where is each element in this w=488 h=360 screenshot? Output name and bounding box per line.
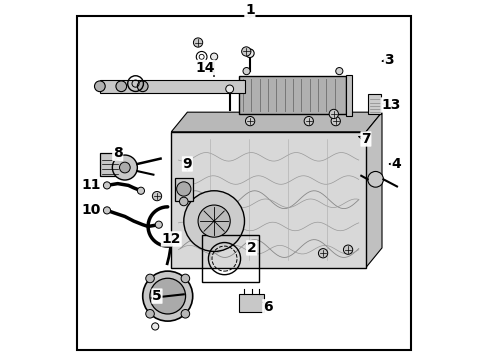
Circle shape (181, 274, 189, 283)
Text: 10: 10 (81, 203, 101, 217)
Circle shape (119, 162, 130, 173)
Text: 11: 11 (81, 179, 101, 192)
Text: 4: 4 (390, 157, 400, 171)
Bar (239, 294, 264, 312)
Bar (175, 178, 192, 202)
Circle shape (103, 182, 110, 189)
Circle shape (145, 310, 154, 318)
Circle shape (142, 271, 192, 321)
Circle shape (335, 68, 342, 75)
Circle shape (328, 109, 338, 118)
Circle shape (243, 68, 250, 75)
Circle shape (330, 117, 340, 126)
Bar (100, 153, 119, 176)
Text: 6: 6 (263, 300, 272, 314)
Circle shape (112, 155, 137, 180)
Bar (100, 80, 244, 93)
Circle shape (179, 197, 188, 206)
Circle shape (116, 81, 126, 92)
Circle shape (155, 221, 162, 228)
Circle shape (193, 38, 203, 47)
Text: 12: 12 (161, 232, 181, 246)
Circle shape (137, 187, 144, 194)
Circle shape (103, 207, 110, 214)
Circle shape (149, 278, 185, 314)
Circle shape (343, 245, 352, 254)
Text: 3: 3 (384, 53, 393, 67)
Circle shape (137, 81, 148, 92)
Circle shape (210, 53, 217, 60)
Text: 8: 8 (113, 146, 122, 160)
Circle shape (94, 81, 105, 92)
Text: 9: 9 (182, 157, 192, 171)
Circle shape (181, 310, 189, 318)
Text: 2: 2 (246, 241, 256, 255)
Circle shape (183, 191, 244, 252)
Circle shape (145, 274, 154, 283)
Polygon shape (365, 112, 381, 267)
Circle shape (152, 192, 162, 201)
Circle shape (245, 117, 254, 126)
Bar (171, 132, 365, 267)
Circle shape (304, 117, 313, 126)
Bar (367, 94, 381, 114)
Bar (239, 76, 346, 114)
Circle shape (198, 205, 230, 237)
Polygon shape (171, 112, 381, 132)
Circle shape (176, 182, 190, 196)
Text: 1: 1 (244, 3, 254, 17)
Circle shape (241, 47, 250, 56)
Text: 5: 5 (152, 289, 162, 303)
Circle shape (367, 171, 383, 187)
Circle shape (245, 49, 254, 58)
Text: 13: 13 (381, 98, 400, 112)
Bar (201, 235, 258, 282)
Text: 14: 14 (195, 60, 215, 75)
Circle shape (225, 85, 233, 93)
Text: 7: 7 (360, 132, 370, 146)
Circle shape (318, 249, 327, 258)
Circle shape (151, 323, 159, 330)
Bar (346, 75, 351, 116)
